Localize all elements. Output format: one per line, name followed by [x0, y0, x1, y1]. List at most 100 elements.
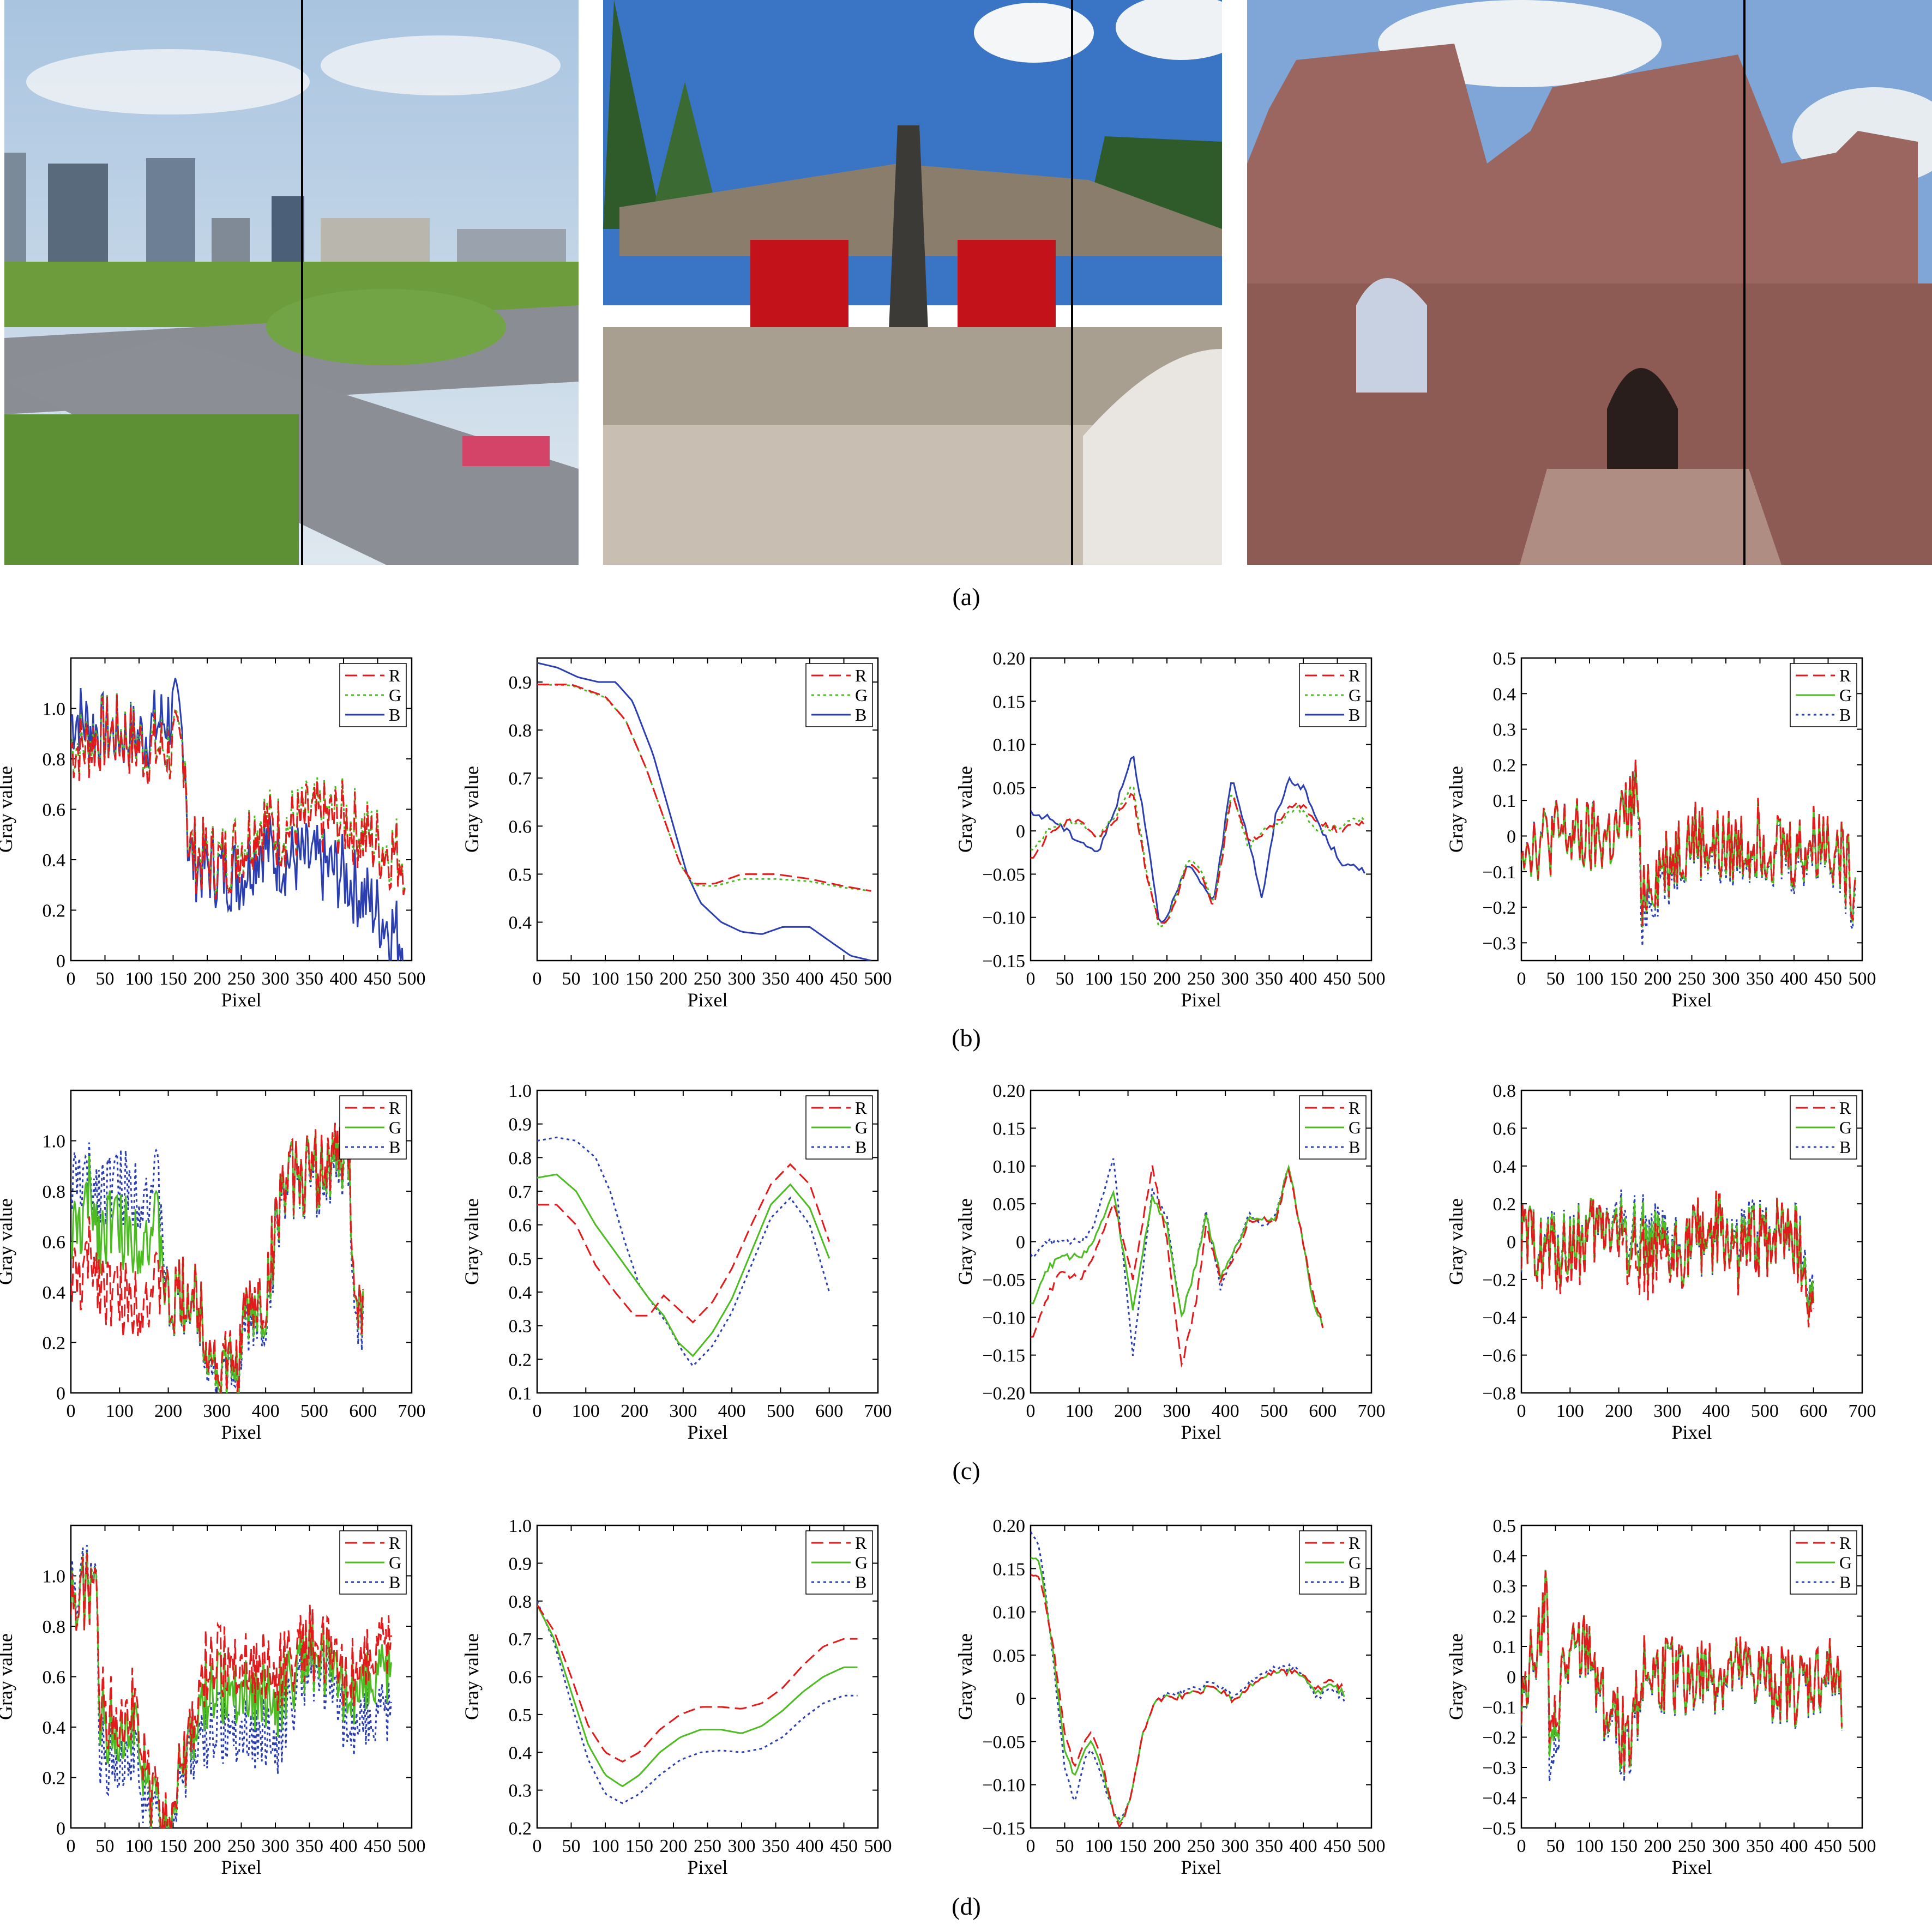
x-tick-label: 150 — [625, 1836, 653, 1856]
x-tick-label: 400 — [718, 1401, 746, 1421]
y-tick-label: 0.6 — [43, 1668, 66, 1688]
y-tick-label: 0 — [56, 1819, 65, 1839]
y-axis-label: Gray value — [461, 766, 483, 853]
y-tick-label: 0.4 — [509, 913, 532, 933]
legend-label-r: R — [389, 1098, 401, 1118]
y-tick-label: 0 — [1016, 1689, 1025, 1709]
series-r-line — [537, 1163, 830, 1324]
x-tick-label: 500 — [864, 969, 892, 989]
y-tick-label: 0.2 — [509, 1350, 532, 1370]
legend: RGB — [805, 663, 873, 727]
series-r-line — [1031, 1574, 1345, 1828]
y-tick-label: 0.10 — [993, 1157, 1026, 1177]
x-tick-label: 150 — [1119, 1836, 1147, 1856]
y-tick-label: 0.05 — [993, 1646, 1026, 1666]
legend: RGB — [1790, 663, 1857, 727]
x-axis-label: Pixel — [1181, 1856, 1221, 1878]
x-tick-label: 0 — [1517, 1836, 1526, 1856]
legend-label-g: G — [1839, 1553, 1852, 1572]
y-tick-label: 0.2 — [43, 901, 66, 921]
x-tick-label: 200 — [621, 1401, 648, 1421]
y-axis-label: Gray value — [954, 1198, 976, 1285]
x-tick-label: 300 — [262, 1836, 290, 1856]
legend-label-g: G — [1839, 1118, 1852, 1137]
y-tick-label: 0.4 — [509, 1283, 532, 1303]
x-tick-label: 300 — [669, 1401, 697, 1421]
caption-a: (a) — [952, 583, 980, 611]
y-tick-label: −0.05 — [982, 1732, 1025, 1752]
plot-d-1: 0 50 100 150 200 250 300 350 400 450 500 0 0.2 0.4 0.6… — [0, 1524, 426, 1878]
caption-b: (b) — [952, 1024, 981, 1052]
y-tick-label: 0.8 — [43, 1617, 66, 1637]
x-tick-label: 100 — [106, 1401, 134, 1421]
y-tick-label: −0.15 — [982, 1819, 1025, 1839]
x-tick-label: 50 — [1546, 1836, 1565, 1856]
x-tick-label: 450 — [364, 969, 392, 989]
y-tick-label: 0.8 — [509, 721, 532, 741]
legend-label-g: G — [1839, 685, 1852, 705]
x-tick-label: 250 — [1187, 969, 1215, 989]
x-axis-label: Pixel — [1671, 1856, 1712, 1878]
series-g-line — [1031, 785, 1365, 928]
y-tick-label: 0.15 — [993, 692, 1026, 712]
legend-label-b: B — [855, 705, 866, 725]
y-tick-label: −0.4 — [1482, 1308, 1516, 1328]
x-tick-label: 300 — [262, 969, 290, 989]
x-tick-label: 450 — [1323, 969, 1351, 989]
x-tick-label: 450 — [830, 969, 858, 989]
y-axis-label: Gray value — [954, 1633, 976, 1720]
legend-label-g: G — [855, 1553, 868, 1572]
x-tick-label: 200 — [1153, 969, 1181, 989]
y-axis-label: Gray value — [461, 1198, 483, 1285]
plot-c-1: 0 100 200 300 400 500 600 700 0 0.2 0.4 0.6 0.8 1.0 Pi… — [0, 1089, 426, 1443]
y-tick-label: 0.15 — [993, 1119, 1026, 1139]
x-tick-label: 450 — [364, 1836, 392, 1856]
x-axis-label: Pixel — [1181, 989, 1221, 1011]
x-tick-label: 200 — [1605, 1401, 1633, 1421]
y-tick-label: 0.6 — [509, 817, 532, 837]
legend-label-r: R — [855, 666, 867, 685]
x-tick-label: 250 — [1187, 1836, 1215, 1856]
x-tick-label: 50 — [1056, 1836, 1074, 1856]
legend-label-r: R — [1349, 666, 1361, 685]
x-tick-label: 500 — [300, 1401, 328, 1421]
y-tick-label: 1.0 — [43, 1132, 66, 1152]
legend-label-b: B — [1349, 705, 1360, 725]
y-tick-label: 0.4 — [1493, 1547, 1516, 1567]
y-tick-label: 0.1 — [1493, 1637, 1516, 1657]
plot-d-3: 0 50 100 150 200 250 300 350 400 450 500 −0.15 −0.10… — [954, 1516, 1386, 1878]
y-tick-label: 0.7 — [509, 1182, 532, 1202]
x-tick-label: 100 — [125, 1836, 153, 1856]
legend-label-r: R — [1349, 1098, 1361, 1118]
x-tick-label: 0 — [1026, 1836, 1036, 1856]
x-tick-label: 300 — [728, 1836, 756, 1856]
plot-d-2: 0 50 100 150 200 250 300 350 400 450 500 0.2 0.3 0.4 0… — [461, 1516, 892, 1878]
y-axis-label: Gray value — [1445, 1198, 1467, 1285]
legend: RGB — [339, 1095, 407, 1160]
y-tick-label: 0 — [1016, 822, 1025, 842]
y-tick-label: −0.2 — [1482, 1728, 1516, 1748]
x-tick-label: 100 — [125, 969, 153, 989]
x-tick-label: 450 — [1814, 969, 1842, 989]
y-tick-label: −0.2 — [1482, 898, 1516, 918]
y-axis-label: Gray value — [954, 766, 976, 853]
x-tick-label: 100 — [592, 1836, 619, 1856]
x-axis-label: Pixel — [687, 1856, 727, 1878]
y-tick-label: 0.4 — [43, 1283, 66, 1303]
y-tick-label: −0.10 — [982, 908, 1025, 928]
x-tick-label: 50 — [562, 1836, 581, 1856]
x-tick-label: 250 — [694, 969, 721, 989]
x-tick-label: 700 — [398, 1401, 426, 1421]
x-tick-label: 400 — [796, 1836, 824, 1856]
x-tick-label: 350 — [762, 969, 790, 989]
legend: RGB — [1299, 663, 1367, 727]
x-tick-label: 0 — [67, 1836, 76, 1856]
y-tick-label: −0.20 — [982, 1384, 1025, 1404]
x-axis-label: Pixel — [221, 989, 261, 1011]
plot-b-2: 0 50 100 150 200 250 300 350 400 450 500 0.4 0.5 0.6 0… — [461, 657, 892, 1011]
x-tick-label: 600 — [349, 1401, 377, 1421]
x-tick-label: 350 — [1746, 1836, 1774, 1856]
y-axis-label: Gray value — [0, 766, 16, 853]
legend-label-b: B — [389, 1572, 400, 1592]
